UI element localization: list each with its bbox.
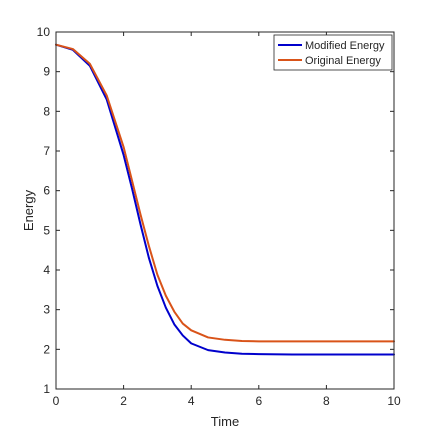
x-tick-label: 4 xyxy=(188,394,195,408)
x-tick-label: 10 xyxy=(387,394,401,408)
series-lines xyxy=(55,43,395,356)
y-tick-label: 4 xyxy=(43,263,50,277)
series-line-2 xyxy=(55,43,395,343)
x-tick-label: 0 xyxy=(53,394,60,408)
y-tick-label: 6 xyxy=(43,184,50,198)
y-tick-label: 7 xyxy=(43,144,50,158)
y-tick-label: 1 xyxy=(43,382,50,396)
legend: Modified Energy Original Energy xyxy=(273,34,393,71)
y-tick-label: 2 xyxy=(43,342,50,356)
legend-box xyxy=(273,34,393,71)
y-axis-label: Energy xyxy=(21,189,36,231)
plot-area xyxy=(56,32,394,389)
x-tick-label: 6 xyxy=(255,394,262,408)
x-axis-label: Time xyxy=(211,414,239,429)
y-tick-label: 10 xyxy=(37,25,51,39)
y-tick-label: 9 xyxy=(43,65,50,79)
plot-background xyxy=(56,32,394,389)
y-tick-label: 3 xyxy=(43,303,50,317)
x-tick-label: 2 xyxy=(120,394,127,408)
legend-label-2: Original Energy xyxy=(305,55,381,67)
legend-label-1: Modified Energy xyxy=(305,40,385,52)
x-tick-label: 8 xyxy=(323,394,330,408)
y-tick-label: 8 xyxy=(43,104,50,118)
axes-box xyxy=(55,31,395,390)
y-tick-label: 5 xyxy=(43,223,50,237)
series-line-1 xyxy=(55,43,395,356)
axes-frame xyxy=(55,31,395,390)
